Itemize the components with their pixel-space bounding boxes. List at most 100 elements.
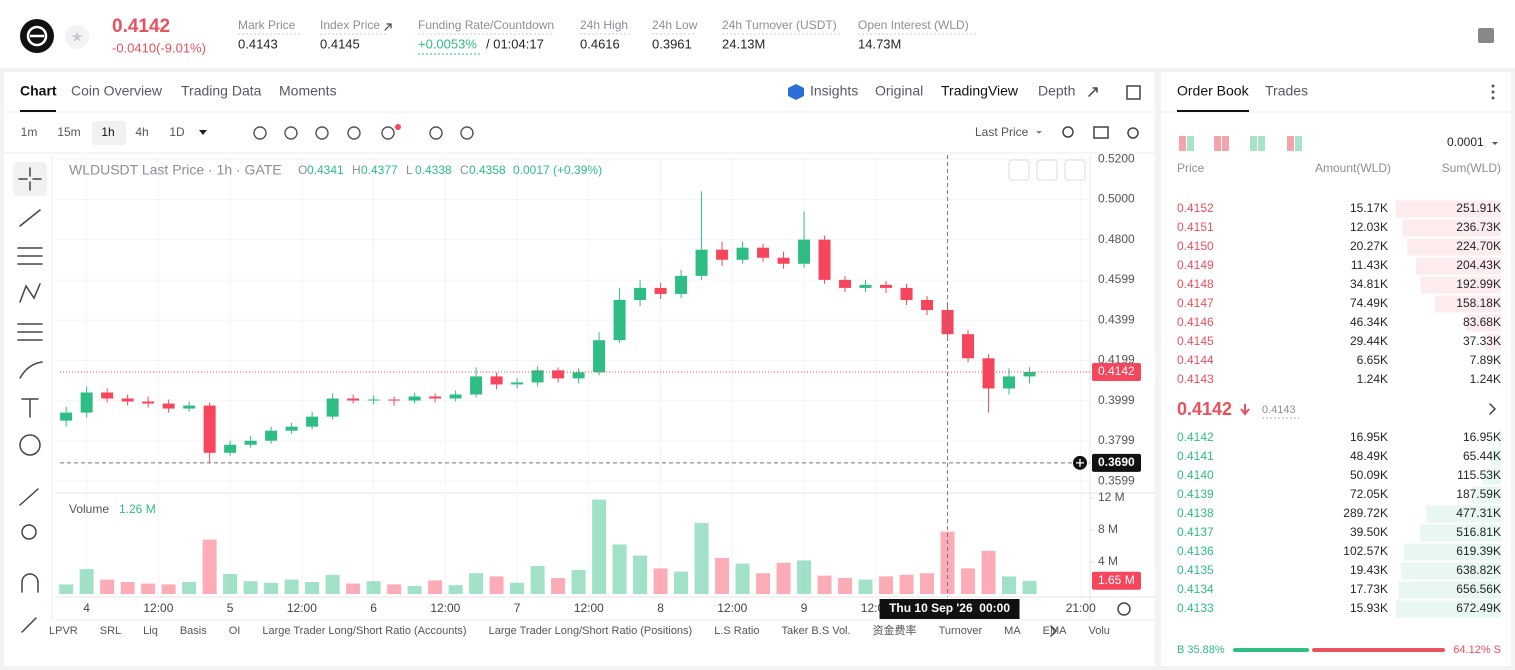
indicator[interactable]: OI: [229, 625, 241, 637]
indicator[interactable]: Taker B.S Vol.: [781, 625, 850, 637]
view-tab[interactable]: Insights: [810, 83, 858, 99]
view-tab[interactable]: TradingView: [941, 83, 1019, 99]
interval[interactable]: 1m: [21, 125, 38, 139]
chart-tab[interactable]: Chart: [20, 83, 57, 99]
ob-price[interactable]: 0.4145: [1177, 334, 1214, 348]
chart-tab[interactable]: Coin Overview: [71, 83, 163, 99]
candle-body: [798, 239, 811, 264]
ob-price[interactable]: 0.4142: [1177, 430, 1214, 444]
chart-tab[interactable]: Trading Data: [181, 83, 262, 99]
reset-icon[interactable]: [1117, 602, 1131, 616]
ob-tab[interactable]: Trades: [1265, 83, 1308, 99]
notes-icon[interactable]: [1478, 28, 1494, 43]
indicator[interactable]: L.S Ratio: [714, 625, 759, 637]
ob-price[interactable]: 0.4141: [1177, 449, 1214, 463]
projection-tool[interactable]: [17, 323, 43, 341]
ob-tab[interactable]: Order Book: [1177, 83, 1250, 99]
ob-price[interactable]: 0.4152: [1177, 201, 1214, 215]
price-type[interactable]: Last Price: [975, 125, 1029, 139]
candle-body: [962, 334, 975, 359]
ob-price[interactable]: 0.4136: [1177, 544, 1214, 558]
indicator[interactable]: 资金费率: [873, 623, 917, 637]
window-icon[interactable]: [1126, 85, 1141, 100]
ob-price[interactable]: 0.4140: [1177, 468, 1214, 482]
menu-dot[interactable]: [1491, 84, 1495, 88]
coin-logo-ring: [26, 25, 48, 47]
indicator[interactable]: LPVR: [49, 625, 78, 637]
measure-tool[interactable]: [19, 488, 39, 506]
view-icon-a[interactable]: [1214, 136, 1221, 151]
text-tool[interactable]: [21, 398, 39, 418]
toolbar-icon[interactable]: [253, 126, 267, 140]
ob-price[interactable]: 0.4150: [1177, 239, 1214, 253]
toolbar-icon[interactable]: [284, 126, 298, 140]
ob-price[interactable]: 0.4151: [1177, 220, 1214, 234]
toolbar-icon[interactable]: [429, 126, 443, 140]
depth-bar: [1466, 314, 1501, 332]
chart-tab[interactable]: Moments: [279, 83, 337, 99]
ob-price[interactable]: 0.4149: [1177, 258, 1214, 272]
indicator[interactable]: Liq: [143, 625, 158, 637]
volume-bar: [715, 558, 730, 594]
interval[interactable]: 1h: [101, 125, 114, 139]
view-icon-a[interactable]: [1250, 136, 1257, 151]
tool-selected[interactable]: [13, 162, 47, 196]
more-arrow[interactable]: [1489, 403, 1497, 415]
ob-header: Sum(WLD): [1442, 161, 1501, 175]
settings-icon[interactable]: [1127, 127, 1139, 139]
camera-icon[interactable]: [1093, 126, 1109, 139]
indicator[interactable]: SRL: [100, 625, 121, 637]
toolbar-icon[interactable]: [381, 126, 395, 140]
trend-line-tool[interactable]: [19, 209, 41, 227]
view-tab[interactable]: Original: [875, 83, 923, 99]
pane-button[interactable]: [1008, 159, 1030, 181]
candle-body: [408, 396, 421, 401]
interval[interactable]: 4h: [135, 125, 148, 139]
interval[interactable]: 15m: [57, 125, 80, 139]
view-icon-a[interactable]: [1287, 136, 1294, 151]
ob-price[interactable]: 0.4148: [1177, 277, 1214, 291]
view-tab[interactable]: Depth: [1038, 83, 1075, 99]
ob-price[interactable]: 0.4138: [1177, 506, 1214, 520]
sell-ratio: 64.12% S: [1453, 644, 1501, 656]
ob-price[interactable]: 0.4137: [1177, 525, 1214, 539]
pane-button[interactable]: [1036, 159, 1058, 181]
toolbar-icon[interactable]: [347, 126, 361, 140]
indicator[interactable]: MA: [1004, 625, 1021, 637]
favorite-button[interactable]: [65, 25, 89, 49]
zoom-tool[interactable]: [21, 524, 37, 540]
x-tick-label: 12:00: [717, 601, 747, 615]
fib-tool[interactable]: [17, 247, 43, 265]
magnet-tool[interactable]: [21, 573, 39, 593]
volume-bar: [551, 578, 566, 594]
toolbar-icon[interactable]: [460, 126, 474, 140]
pen-tool[interactable]: [21, 617, 37, 633]
search-icon[interactable]: [1062, 126, 1074, 138]
precision[interactable]: 0.0001: [1447, 135, 1484, 149]
view-icon-a[interactable]: [1179, 136, 1186, 151]
indicator[interactable]: Basis: [180, 625, 207, 637]
candle-body: [839, 279, 852, 288]
crosshair-tool[interactable]: [18, 167, 42, 191]
interval[interactable]: 1D: [169, 125, 185, 139]
indicator[interactable]: Large Trader Long/Short Ratio (Positions…: [489, 625, 693, 637]
expand-icon[interactable]: [1088, 87, 1098, 97]
brush-tool[interactable]: [19, 361, 43, 379]
ob-price[interactable]: 0.4133: [1177, 601, 1214, 615]
pane-button[interactable]: [1064, 159, 1086, 181]
emoji-tool[interactable]: [19, 434, 41, 456]
ob-price[interactable]: 0.4143: [1177, 372, 1214, 386]
volume-bar: [510, 582, 525, 594]
ob-price[interactable]: 0.4134: [1177, 582, 1214, 596]
ob-price[interactable]: 0.4144: [1177, 353, 1214, 367]
toolbar-icon[interactable]: [315, 126, 329, 140]
candle-body: [593, 340, 606, 373]
ob-price[interactable]: 0.4146: [1177, 315, 1214, 329]
ob-price[interactable]: 0.4139: [1177, 487, 1214, 501]
indicator[interactable]: Large Trader Long/Short Ratio (Accounts): [262, 625, 466, 637]
ob-price[interactable]: 0.4147: [1177, 296, 1214, 310]
indicator[interactable]: Turnover: [939, 625, 983, 637]
pattern-tool[interactable]: [19, 283, 41, 303]
ob-price[interactable]: 0.4135: [1177, 563, 1214, 577]
indicator[interactable]: Volu: [1089, 625, 1110, 637]
